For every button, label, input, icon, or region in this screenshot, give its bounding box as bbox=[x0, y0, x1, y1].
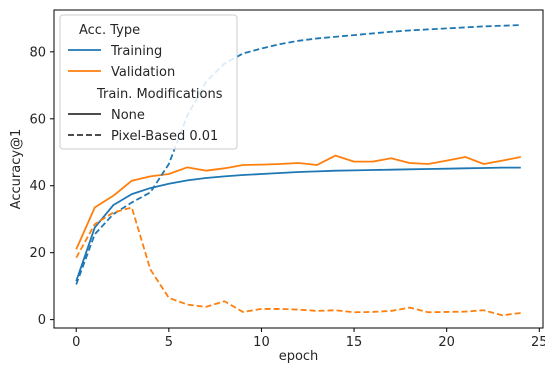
x-axis: 0 5 10 15 20 25 bbox=[72, 328, 545, 350]
legend-label-none: None bbox=[111, 108, 145, 123]
legend-label-pixel-based: Pixel-Based 0.01 bbox=[111, 129, 218, 144]
x-axis-title: epoch bbox=[279, 349, 319, 364]
plot-frame bbox=[53, 9, 544, 329]
y-axis: 0 20 40 60 80 bbox=[29, 45, 54, 328]
legend: Acc. Type Training Validation Train. Mod… bbox=[59, 14, 238, 150]
y-axis-title: Accuracy@1 bbox=[9, 129, 24, 210]
legend-label-training: Training bbox=[110, 44, 162, 59]
series-line-training-none bbox=[75, 166, 521, 282]
y-tick-label: 80 bbox=[29, 45, 46, 60]
legend-label-validation: Validation bbox=[111, 65, 175, 80]
series-layer bbox=[75, 24, 521, 317]
series-line-validation-none bbox=[75, 154, 521, 250]
y-tick-label: 40 bbox=[29, 179, 46, 194]
y-tick-label: 60 bbox=[29, 112, 46, 127]
x-tick-label: 5 bbox=[165, 335, 173, 350]
y-tick-label: 0 bbox=[38, 313, 46, 328]
series-line-training-pixel-based-0-01 bbox=[75, 24, 521, 285]
x-tick-label: 20 bbox=[438, 335, 455, 350]
legend-box bbox=[59, 14, 238, 150]
x-tick-label: 10 bbox=[253, 335, 270, 350]
legend-title-acc-type: Acc. Type bbox=[79, 23, 140, 38]
series-line-validation-pixel-based-0-01 bbox=[75, 206, 521, 317]
x-tick-label: 0 bbox=[72, 335, 80, 350]
x-tick-label: 25 bbox=[531, 335, 545, 350]
x-tick-label: 15 bbox=[346, 335, 363, 350]
legend-title-train-modifications: Train. Modifications bbox=[96, 87, 223, 102]
y-tick-label: 20 bbox=[29, 246, 46, 261]
